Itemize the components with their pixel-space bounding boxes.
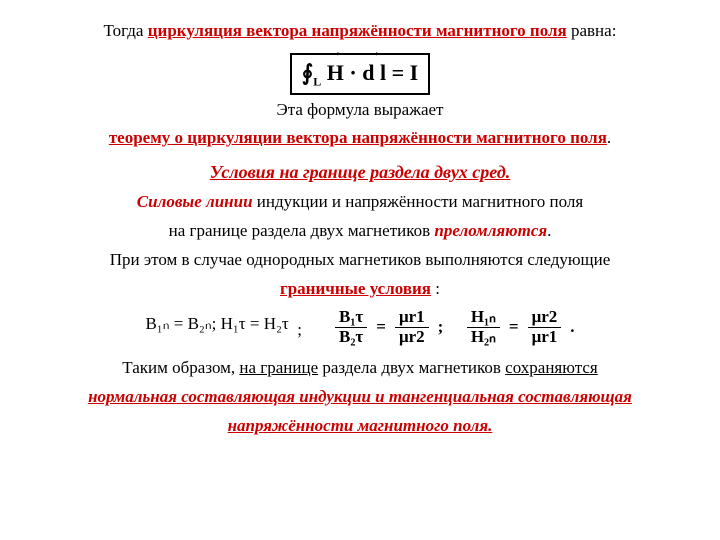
- intro-line: Тогда циркуляция вектора напряжённости м…: [25, 20, 695, 43]
- para1-l4: граничные условия :: [25, 278, 695, 301]
- p2b: на границе: [239, 358, 318, 377]
- p1e: .: [547, 221, 551, 240]
- eq-semicolon: ;: [297, 320, 302, 339]
- vec-dl: →d l: [362, 58, 386, 88]
- p1g: граничные условия: [280, 279, 431, 298]
- line2: Эта формула выражает: [25, 99, 695, 122]
- p2d: сохраняются: [505, 358, 598, 377]
- p1b: индукции и напряжённости магнитного поля: [253, 192, 584, 211]
- line3-text: теорему о циркуляции вектора напряжённос…: [109, 128, 607, 147]
- para1-l3: При этом в случае однородных магнетиков …: [25, 249, 695, 272]
- intro-highlight: циркуляция вектора напряжённости магнитн…: [148, 21, 567, 40]
- frac3: H₁ₙ H₂ₙ: [467, 308, 500, 346]
- p2c: раздела двух магнетиков: [318, 358, 505, 377]
- p1c: на границе раздела двух магнетиков: [169, 221, 435, 240]
- integral-sub: L: [313, 74, 321, 88]
- eqs2: =: [509, 316, 519, 339]
- intro-post: равна:: [567, 21, 617, 40]
- equations-row: B₁ₙ = B₂ₙ; H₁τ = H₂τ ; B₁τ B₂τ = μr1 μr2…: [25, 308, 695, 346]
- eq-I: = I: [392, 60, 419, 85]
- frac2: μr1 μr2: [395, 308, 429, 346]
- intro-pre: Тогда: [104, 21, 148, 40]
- p1d: преломляются: [434, 221, 547, 240]
- frac1: B₁τ B₂τ: [335, 308, 367, 346]
- section-title: Условия на границе раздела двух сред.: [25, 160, 695, 184]
- eq-left-text: B₁ₙ = B₂ₙ; H₁τ = H₂τ: [145, 314, 288, 333]
- integral-sign: ∮: [302, 60, 313, 85]
- dot: ·: [349, 60, 356, 85]
- para2-l3: напряжённости магнитного поля.: [25, 415, 695, 438]
- para1-l2: на границе раздела двух магнетиков прело…: [25, 220, 695, 243]
- formula-wrap: ∮L →H · →d l = I: [25, 49, 695, 99]
- eq-left: B₁ₙ = B₂ₙ; H₁τ = H₂τ ;: [145, 313, 302, 342]
- sep1: ;: [438, 316, 444, 339]
- para1-l1: Силовые линии индукции и напряжённости м…: [25, 191, 695, 214]
- p2a: Таким образом,: [122, 358, 239, 377]
- para2-l2: нормальная составляющая индукции и танге…: [25, 386, 695, 409]
- line3: теорему о циркуляции вектора напряжённос…: [25, 127, 695, 150]
- eq-dot: .: [570, 316, 574, 339]
- eqs1: =: [376, 316, 386, 339]
- eq-right: B₁τ B₂τ = μr1 μr2 ; H₁ₙ H₂ₙ = μr2 μr1 .: [332, 308, 575, 346]
- para2-l1: Таким образом, на границе раздела двух м…: [25, 357, 695, 380]
- p1h: :: [431, 279, 440, 298]
- p1a: Силовые линии: [137, 192, 253, 211]
- formula-box: ∮L →H · →d l = I: [290, 53, 430, 95]
- line3-dot: .: [607, 128, 611, 147]
- vec-H: →H: [327, 58, 344, 88]
- frac4: μr2 μr1: [528, 308, 562, 346]
